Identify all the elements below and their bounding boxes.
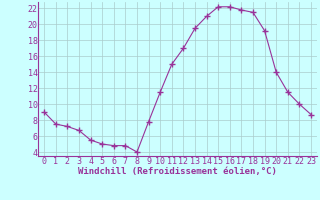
X-axis label: Windchill (Refroidissement éolien,°C): Windchill (Refroidissement éolien,°C) (78, 167, 277, 176)
